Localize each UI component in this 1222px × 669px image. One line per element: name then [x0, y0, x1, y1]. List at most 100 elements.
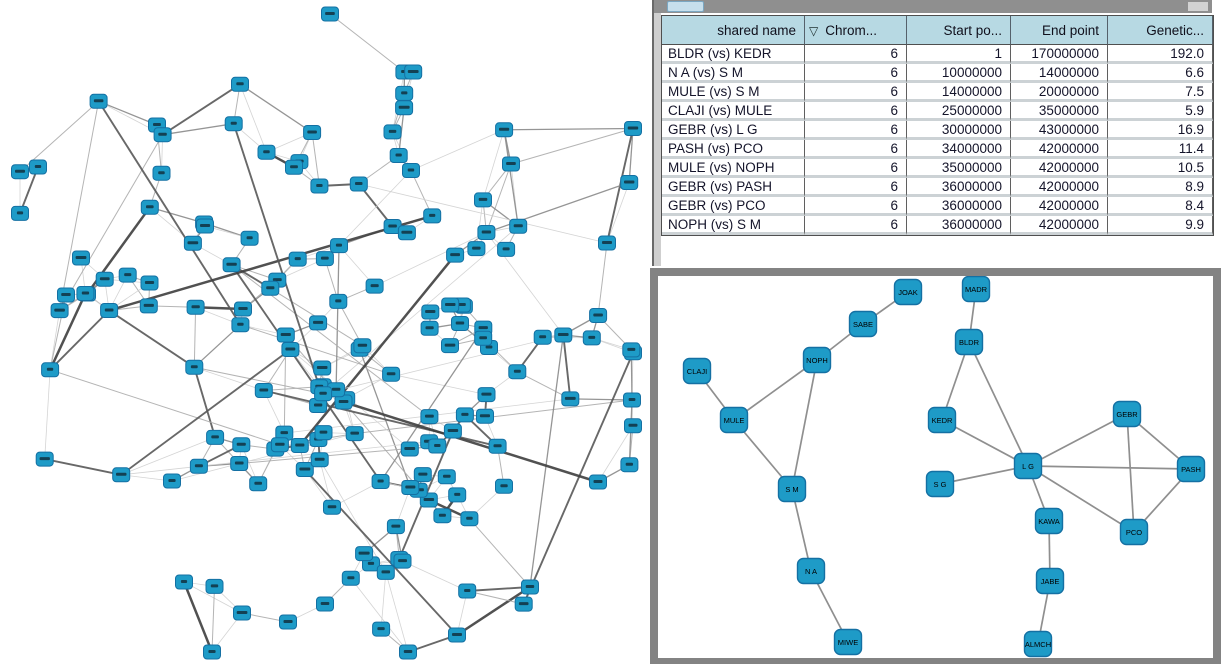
- network-node[interactable]: [11, 164, 29, 180]
- network-node[interactable]: [313, 360, 332, 376]
- network-node[interactable]: [437, 469, 456, 485]
- network-node[interactable]: [393, 553, 412, 569]
- network-node[interactable]: [428, 438, 447, 454]
- table-scrollbar-track[interactable]: [654, 0, 1212, 13]
- network-node[interactable]: L G: [1013, 452, 1043, 480]
- table-cell[interactable]: 14000000: [1011, 64, 1108, 83]
- network-edge[interactable]: [410, 170, 433, 217]
- network-node[interactable]: [206, 429, 225, 445]
- column-header-chrom[interactable]: ▽ Chrom...: [805, 16, 907, 45]
- network-node[interactable]: [310, 178, 329, 194]
- table-cell[interactable]: 35000000: [907, 159, 1011, 178]
- table-cell[interactable]: 25000000: [907, 102, 1011, 121]
- network-edge[interactable]: [522, 352, 634, 605]
- table-cell[interactable]: 16.9: [1108, 121, 1213, 140]
- network-edge[interactable]: [182, 581, 214, 653]
- network-edge[interactable]: [298, 254, 457, 447]
- network-node[interactable]: [382, 366, 401, 382]
- network-edge[interactable]: [350, 577, 409, 653]
- table-cell[interactable]: 6: [805, 140, 907, 159]
- network-edge[interactable]: [149, 206, 205, 224]
- table-cell[interactable]: GEBR (vs) PCO: [662, 197, 805, 216]
- network-node[interactable]: [205, 578, 224, 594]
- network-node[interactable]: [521, 579, 539, 595]
- network-node[interactable]: [460, 511, 479, 527]
- network-node[interactable]: [467, 241, 486, 257]
- table-cell[interactable]: MULE (vs) S M: [662, 83, 805, 102]
- network-node[interactable]: [397, 225, 416, 241]
- network-node[interactable]: [395, 100, 414, 116]
- network-node[interactable]: [554, 327, 573, 343]
- network-node[interactable]: BLDR: [954, 328, 984, 356]
- network-node[interactable]: [276, 327, 295, 343]
- network-edge[interactable]: [49, 309, 110, 371]
- network-edge[interactable]: [44, 458, 122, 476]
- network-node[interactable]: [261, 280, 280, 296]
- network-edge[interactable]: [211, 586, 215, 653]
- network-node[interactable]: [448, 487, 467, 503]
- network-edge[interactable]: [59, 101, 100, 311]
- table-row[interactable]: NOPH (vs) S M 6 36000000 42000000 9.9: [662, 216, 1213, 235]
- network-edge[interactable]: [562, 334, 572, 400]
- network-node[interactable]: [240, 230, 259, 246]
- network-node[interactable]: [309, 315, 328, 331]
- network-node[interactable]: [140, 199, 159, 215]
- network-edge[interactable]: [304, 468, 458, 636]
- table-cell[interactable]: BLDR (vs) KEDR: [662, 45, 805, 64]
- network-node[interactable]: ALMCH: [1023, 630, 1053, 658]
- table-row[interactable]: GEBR (vs) PCO 6 36000000 42000000 8.4: [662, 197, 1213, 216]
- network-node[interactable]: SABE: [848, 310, 878, 338]
- network-node[interactable]: [316, 596, 334, 612]
- network-edge[interactable]: [319, 459, 387, 573]
- network-node[interactable]: [50, 303, 69, 319]
- network-edge[interactable]: [194, 366, 264, 391]
- network-edge[interactable]: [44, 369, 51, 460]
- network-edge[interactable]: [193, 324, 241, 368]
- network-edge[interactable]: [628, 128, 634, 183]
- network-node[interactable]: [433, 508, 452, 524]
- network-edge[interactable]: [380, 572, 387, 630]
- network-edge[interactable]: [311, 132, 320, 187]
- network-node[interactable]: [624, 418, 642, 434]
- table-cell[interactable]: PASH (vs) PCO: [662, 140, 805, 159]
- network-node[interactable]: [399, 644, 417, 660]
- network-node[interactable]: [270, 437, 289, 453]
- network-edge[interactable]: [482, 129, 505, 201]
- network-node[interactable]: [488, 438, 507, 454]
- network-node[interactable]: [281, 342, 300, 357]
- table-row[interactable]: MULE (vs) NOPH 6 35000000 42000000 10.5: [662, 159, 1213, 178]
- network-node[interactable]: MIWE: [833, 628, 863, 656]
- network-node[interactable]: [29, 159, 47, 175]
- network-edge[interactable]: [570, 398, 633, 401]
- network-node[interactable]: [186, 299, 205, 315]
- network-node[interactable]: PCO: [1119, 518, 1149, 546]
- network-node[interactable]: [458, 583, 477, 599]
- network-edge[interactable]: [121, 465, 199, 476]
- network-node[interactable]: [315, 251, 334, 267]
- network-node[interactable]: [349, 176, 368, 192]
- network-edge[interactable]: [941, 419, 1029, 467]
- network-node[interactable]: [224, 116, 243, 132]
- network-node[interactable]: [474, 330, 493, 346]
- network-node[interactable]: S G: [925, 470, 955, 498]
- network-edge[interactable]: [49, 310, 60, 370]
- network-edge[interactable]: [380, 327, 484, 482]
- network-node[interactable]: [446, 247, 465, 263]
- network-node[interactable]: [303, 125, 322, 140]
- network-edge[interactable]: [49, 369, 281, 446]
- table-cell[interactable]: 6.6: [1108, 64, 1213, 83]
- network-edge[interactable]: [322, 225, 519, 395]
- network-node[interactable]: [441, 338, 459, 354]
- network-edge[interactable]: [469, 518, 531, 588]
- network-node[interactable]: [421, 304, 440, 320]
- network-node[interactable]: [290, 438, 309, 453]
- network-node[interactable]: [95, 271, 114, 287]
- table-cell[interactable]: 14000000: [907, 83, 1011, 102]
- network-edge[interactable]: [391, 373, 487, 395]
- table-cell[interactable]: 6: [805, 159, 907, 178]
- network-edge[interactable]: [402, 560, 468, 592]
- network-node[interactable]: [448, 627, 466, 643]
- table-cell[interactable]: NOPH (vs) S M: [662, 216, 805, 235]
- network-node[interactable]: [497, 241, 516, 257]
- network-node[interactable]: [561, 391, 580, 407]
